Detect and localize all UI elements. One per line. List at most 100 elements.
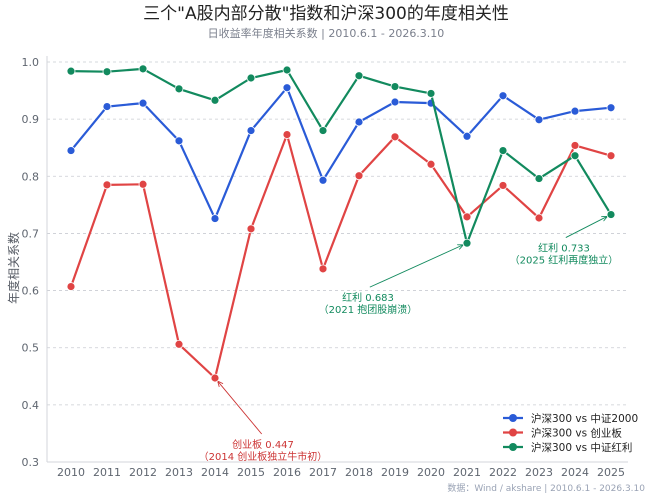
y-tick-label: 1.0 [22,56,40,69]
chart-title: 三个"A股内部分散"指数和沪深300的年度相关性 [143,4,509,24]
data-point [534,115,544,125]
x-tick-label: 2020 [417,466,445,479]
legend-swatch-marker [509,443,517,451]
data-point [66,146,76,155]
x-tick-label: 2019 [381,466,409,479]
series-1 [66,130,616,383]
data-point [354,171,364,181]
y-tick-label: 0.5 [22,342,40,355]
data-point [318,126,328,135]
data-point [246,126,256,135]
data-point [606,151,616,161]
legend-label: 沪深300 vs 中证红利 [531,441,632,454]
series-lines [66,64,616,383]
annotation-text: 创业板 0.447 [232,438,294,451]
legend-label: 沪深300 vs 创业板 [531,427,622,440]
legend-item: 沪深300 vs 创业板 [503,427,622,440]
x-tick-label: 2023 [525,466,553,479]
data-point [210,214,220,223]
axes: 0.3 0.4 0.5 0.6 0.7 0.8 0.9 1.0 2010 2011 2012 2013… [22,56,628,479]
data-point [318,175,328,185]
x-tick-label: 2018 [345,466,373,479]
annotation-text: 红利 0.683 [342,291,394,304]
series-0 [66,83,616,223]
data-point [102,102,112,111]
annotation-text: （2021 抱团股崩溃） [319,303,418,316]
x-tick-label: 2022 [489,466,517,479]
data-point [426,89,436,98]
y-axis-label: 年度相关系数 [6,232,21,304]
x-tick-label: 2011 [93,466,121,479]
data-point [462,131,472,141]
data-point [390,82,400,91]
chart-subtitle: 日收益率年度相关系数 | 2010.6.1 - 2026.3.10 [208,26,445,40]
series-line [69,133,612,380]
annotation-text: （2025 红利再度独立） [510,254,619,267]
data-point [138,98,148,108]
x-tick-label: 2015 [237,466,265,479]
source-note: 数据：Wind / akshare | 2010.6.1 - 2026.3.10 [447,482,645,494]
data-point [210,373,220,383]
x-tick-label: 2024 [561,466,589,479]
data-point [282,130,292,139]
data-point [570,151,580,161]
data-point [102,67,112,77]
legend-swatch-marker [509,414,517,422]
data-point [606,210,616,219]
x-tick-label: 2016 [273,466,301,479]
data-point [318,264,328,274]
y-tick-label: 0.9 [22,113,40,126]
x-tick-label: 2010 [57,466,85,479]
data-point [606,103,616,113]
data-point [174,84,184,94]
data-point [498,146,508,155]
annotation-arrow [218,381,263,435]
data-point [534,213,544,223]
data-point [462,238,472,248]
data-point [246,224,256,234]
data-point [174,339,184,349]
series-2 [66,64,616,248]
x-tick-label: 2012 [129,466,157,479]
data-point [570,106,580,116]
legend-item: 沪深300 vs 中证2000 [503,412,638,425]
data-point [138,179,148,189]
data-point [282,83,292,93]
data-point [174,136,184,146]
y-tick-label: 0.8 [22,170,40,183]
x-tick-label: 2014 [201,466,229,479]
legend-item: 沪深300 vs 中证红利 [503,441,632,454]
y-tick-label: 0.7 [22,227,40,240]
data-point [498,91,508,101]
data-point [462,212,472,222]
data-point [390,97,400,107]
x-tick-label: 2021 [453,466,481,479]
y-tick-label: 0.6 [22,285,40,298]
data-point [102,180,112,190]
data-point [66,282,76,291]
annotation-text: 红利 0.733 [538,242,590,255]
series-line [70,86,612,220]
legend-label: 沪深300 vs 中证2000 [531,412,638,425]
data-point [138,64,148,74]
x-tick-label: 2025 [597,466,625,479]
y-tick-label: 0.3 [22,456,40,469]
data-point [282,65,292,75]
data-point [390,132,400,142]
data-point [426,159,436,169]
series-line [70,67,612,245]
data-point [534,174,544,183]
legend-swatch-marker [509,428,517,437]
data-point [354,117,364,127]
annotation-text: （2014 创业板独立牛市初） [199,450,328,463]
data-point [570,141,580,150]
x-tick-label: 2017 [309,466,337,479]
annotation-arrow [369,245,464,288]
data-point [66,66,76,76]
data-point [246,73,256,83]
annotation-arrow [565,216,608,238]
annotations: 创业板 0.447（2014 创业板独立牛市初） 红利 0.683（2021 抱团… [199,216,619,463]
x-tick-label: 2013 [165,466,193,479]
